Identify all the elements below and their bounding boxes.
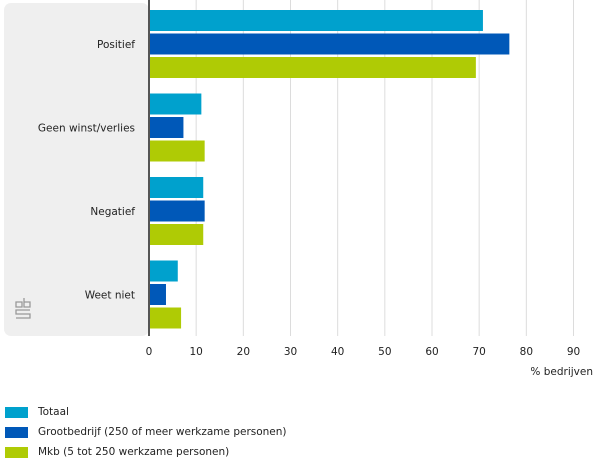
legend-label: Grootbedrijf (250 of meer werkzame perso… bbox=[38, 426, 287, 438]
legend: Totaal Grootbedrijf (250 of meer werkzame… bbox=[5, 402, 287, 462]
legend-swatch bbox=[5, 446, 28, 458]
bar bbox=[149, 200, 205, 222]
x-tick-label: 40 bbox=[331, 346, 344, 358]
x-tick-label: 20 bbox=[237, 346, 250, 358]
x-tick-label: 30 bbox=[284, 346, 297, 358]
x-tick-label: 90 bbox=[567, 346, 580, 358]
legend-swatch bbox=[5, 426, 28, 438]
bar bbox=[149, 117, 184, 138]
category-label: Geen winst/verlies bbox=[38, 123, 135, 135]
x-tick-label: 0 bbox=[146, 346, 153, 358]
bar bbox=[149, 10, 483, 31]
x-tick-label: 60 bbox=[425, 346, 438, 358]
x-tick-label: 80 bbox=[520, 346, 533, 358]
bar bbox=[149, 177, 204, 198]
legend-item: Grootbedrijf (250 of meer werkzame perso… bbox=[5, 422, 287, 442]
x-tick-label: 50 bbox=[378, 346, 391, 358]
bar bbox=[149, 307, 182, 329]
legend-label: Mkb (5 tot 250 werkzame personen) bbox=[38, 446, 230, 458]
category-label: Negatief bbox=[90, 206, 135, 218]
legend-label: Totaal bbox=[38, 406, 69, 418]
legend-swatch bbox=[5, 406, 28, 418]
category-label: Positief bbox=[97, 39, 135, 51]
legend-item: Mkb (5 tot 250 werkzame personen) bbox=[5, 442, 287, 462]
bar bbox=[149, 93, 202, 115]
bar bbox=[149, 260, 178, 282]
bar bbox=[149, 140, 205, 162]
bar bbox=[149, 224, 204, 245]
category-label: Weet niet bbox=[85, 290, 135, 302]
category-panel bbox=[4, 3, 149, 336]
bar-chart: Positief Geen winst/verlies Negatief Weet n… bbox=[4, 0, 593, 378]
bar bbox=[149, 57, 476, 78]
bar bbox=[149, 284, 166, 305]
cbs-logo-icon bbox=[15, 298, 31, 319]
x-axis-label: % bedrijven bbox=[530, 366, 593, 378]
bar bbox=[149, 33, 510, 55]
x-tick-label: 70 bbox=[472, 346, 485, 358]
legend-item: Totaal bbox=[5, 402, 287, 422]
x-tick-label: 10 bbox=[189, 346, 202, 358]
